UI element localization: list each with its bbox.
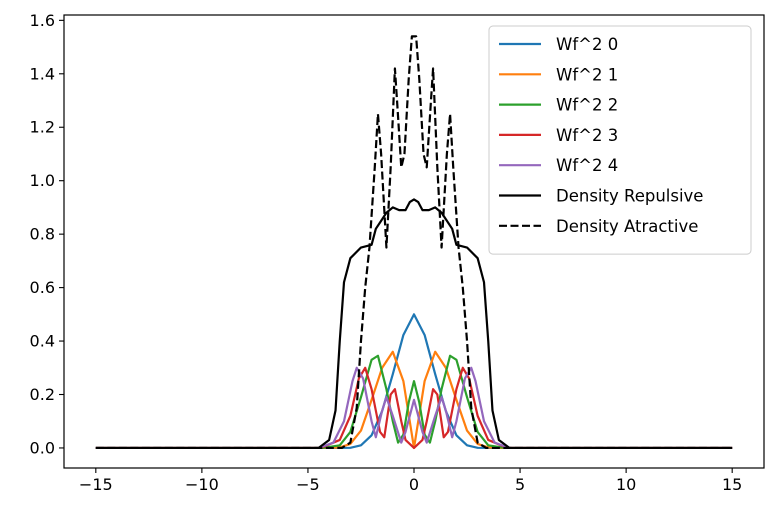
- x-tick-label: −10: [185, 475, 219, 494]
- y-tick-label: 0.8: [30, 225, 55, 244]
- legend: Wf^2 0 Wf^2 1 Wf^2 2 Wf^2 3 Wf^2 4 Density Re…: [488, 25, 752, 255]
- legend-label-density-atractive: Density Atractive: [556, 217, 698, 236]
- legend-label-wf-2-0: Wf^2 0: [556, 35, 618, 54]
- series-line-density-repulsive: [95, 198, 733, 450]
- y-tick-label: 0.2: [30, 385, 55, 404]
- x-tick-label: 15: [722, 475, 742, 494]
- series-lines: [95, 35, 733, 450]
- x-tick-label: −15: [79, 475, 113, 494]
- y-tick-label: 1.6: [30, 11, 55, 30]
- legend-label-wf-2-4: Wf^2 4: [556, 156, 618, 175]
- legend-label-wf-2-2: Wf^2 2: [556, 96, 618, 115]
- series-line-wf-2-4: [95, 366, 733, 450]
- x-tick-label: 5: [515, 475, 525, 494]
- legend-label-density-repulsive: Density Repulsive: [556, 187, 703, 206]
- series-line-wf-2-2: [95, 354, 733, 450]
- x-tick-label: 0: [409, 475, 419, 494]
- y-tick-label: 0.0: [30, 438, 55, 457]
- x-tick-label: 10: [616, 475, 636, 494]
- y-tick-label: 1.4: [30, 64, 55, 83]
- y-tick-label: 0.4: [30, 332, 55, 351]
- series-line-wf-2-0: [95, 313, 733, 450]
- y-tick-label: 0.6: [30, 278, 55, 297]
- y-axis: 0.0 0.2 0.4 0.6 0.8 1.0 1.2 1.4 1.6: [30, 11, 64, 457]
- legend-box: [488, 25, 752, 255]
- legend-label-wf-2-3: Wf^2 3: [556, 126, 618, 145]
- x-tick-label: −5: [296, 475, 320, 494]
- x-axis: −15 −10 −5 0 5 10 15: [79, 468, 742, 494]
- legend-label-wf-2-1: Wf^2 1: [556, 65, 618, 84]
- y-tick-label: 1.2: [30, 118, 55, 137]
- series-line-density-atractive: [95, 35, 733, 450]
- y-tick-label: 1.0: [30, 171, 55, 190]
